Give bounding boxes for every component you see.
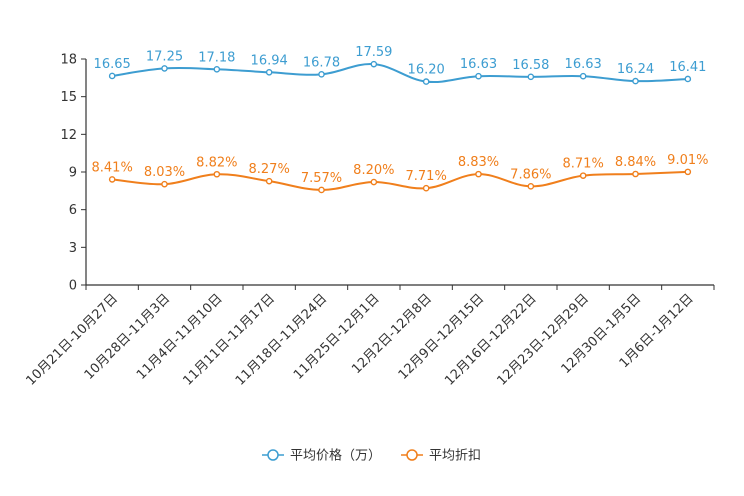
data-label: 16.58 <box>512 58 549 73</box>
data-label: 8.82% <box>196 155 237 170</box>
data-point[interactable] <box>475 72 482 80</box>
data-point[interactable] <box>632 170 639 178</box>
data-point[interactable] <box>684 168 692 176</box>
data-point[interactable] <box>370 178 378 186</box>
data-label: 16.78 <box>303 55 340 70</box>
data-label: 7.71% <box>406 169 447 184</box>
data-label: 8.71% <box>563 157 604 172</box>
y-tick-label: 12 <box>60 128 77 143</box>
data-label: 8.03% <box>144 165 185 180</box>
legend[interactable]: 平均价格（万） 平均折扣 <box>262 448 481 464</box>
data-label: 8.83% <box>458 155 499 170</box>
data-point[interactable] <box>265 69 273 76</box>
data-point[interactable] <box>318 71 325 78</box>
data-label: 9.01% <box>667 153 708 168</box>
data-label: 16.24 <box>617 62 654 77</box>
y-tick-label: 9 <box>69 166 77 181</box>
x-category-label: 11月18日-11月24日 <box>233 291 330 388</box>
data-point[interactable] <box>422 184 430 192</box>
data-point[interactable] <box>213 65 221 73</box>
data-point[interactable] <box>579 72 587 80</box>
data-label: 7.57% <box>301 171 342 186</box>
y-tick-label: 0 <box>69 279 77 294</box>
series-line <box>112 170 688 191</box>
series-layer: 16.65 17.25 17.18 16.94 16.78 17.59 16.20 16.63… <box>92 45 708 194</box>
x-category-label: 12月23日-12月29日 <box>495 291 592 388</box>
data-point[interactable] <box>684 75 692 83</box>
data-point[interactable] <box>161 180 168 188</box>
data-point[interactable] <box>370 60 378 68</box>
data-label: 7.86% <box>510 167 551 182</box>
legend-item-2[interactable]: 平均折扣 <box>401 449 481 464</box>
data-label: 16.63 <box>565 57 602 72</box>
y-tick-label: 15 <box>60 90 77 105</box>
data-label: 17.59 <box>355 45 392 60</box>
data-label: 8.84% <box>615 155 656 170</box>
legend-label: 平均折扣 <box>429 449 481 464</box>
data-label: 16.20 <box>408 63 445 78</box>
data-point[interactable] <box>527 183 535 190</box>
data-label: 16.63 <box>460 57 497 72</box>
y-tick-label: 6 <box>69 203 77 218</box>
series-1: 16.65 17.25 17.18 16.94 16.78 17.59 16.20 16.63… <box>94 45 706 85</box>
y-tick-label: 3 <box>69 241 77 256</box>
data-point[interactable] <box>108 176 116 183</box>
x-category-label: 12月16日-12月22日 <box>442 291 539 388</box>
data-label: 17.25 <box>146 49 183 64</box>
data-point[interactable] <box>265 177 273 185</box>
series-line <box>112 63 688 84</box>
data-point[interactable] <box>422 78 430 85</box>
x-category-label: 10月21日-10月27日 <box>24 291 121 388</box>
data-label: 8.41% <box>92 160 133 175</box>
data-point[interactable] <box>475 170 482 178</box>
legend-label: 平均价格（万） <box>290 448 381 464</box>
data-label: 8.27% <box>249 162 290 177</box>
legend-marker-icon <box>267 449 279 461</box>
axes: 036912151810月21日-10月27日10月28日-11月3日11月4日… <box>24 53 715 389</box>
data-point[interactable] <box>108 72 116 80</box>
data-point[interactable] <box>579 172 587 179</box>
data-point[interactable] <box>213 170 221 178</box>
data-label: 17.18 <box>198 50 235 65</box>
data-label: 16.65 <box>94 57 131 72</box>
x-category-label: 11月11日-11月17日 <box>181 291 278 388</box>
data-point[interactable] <box>527 73 535 81</box>
legend-marker-icon <box>406 449 418 461</box>
y-tick-label: 18 <box>60 53 77 68</box>
data-label: 16.41 <box>669 60 706 75</box>
data-point[interactable] <box>632 77 639 85</box>
legend-item-1[interactable]: 平均价格（万） <box>262 448 381 464</box>
data-label: 16.94 <box>251 53 288 68</box>
data-point[interactable] <box>161 65 168 72</box>
data-label: 8.20% <box>353 163 394 178</box>
data-point[interactable] <box>318 186 325 194</box>
series-2: 8.41% 8.03% 8.82% 8.27% 7.57% 8.20% 7.71% 8.83%… <box>92 153 708 194</box>
